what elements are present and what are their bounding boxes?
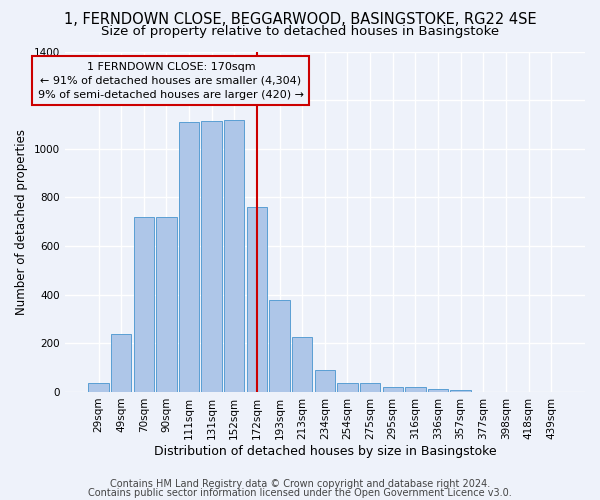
Bar — [111, 334, 131, 392]
Bar — [292, 337, 313, 392]
Bar — [269, 300, 290, 392]
X-axis label: Distribution of detached houses by size in Basingstoke: Distribution of detached houses by size … — [154, 444, 496, 458]
Bar — [314, 370, 335, 392]
Bar — [360, 384, 380, 392]
Y-axis label: Number of detached properties: Number of detached properties — [15, 128, 28, 314]
Bar — [156, 217, 176, 392]
Bar — [247, 207, 267, 392]
Text: Contains public sector information licensed under the Open Government Licence v3: Contains public sector information licen… — [88, 488, 512, 498]
Bar — [405, 387, 425, 392]
Bar — [88, 384, 109, 392]
Bar — [224, 120, 244, 392]
Bar — [383, 386, 403, 392]
Text: Size of property relative to detached houses in Basingstoke: Size of property relative to detached ho… — [101, 25, 499, 38]
Bar — [134, 217, 154, 392]
Bar — [179, 122, 199, 392]
Bar — [337, 382, 358, 392]
Text: 1, FERNDOWN CLOSE, BEGGARWOOD, BASINGSTOKE, RG22 4SE: 1, FERNDOWN CLOSE, BEGGARWOOD, BASINGSTO… — [64, 12, 536, 28]
Bar — [451, 390, 471, 392]
Text: Contains HM Land Registry data © Crown copyright and database right 2024.: Contains HM Land Registry data © Crown c… — [110, 479, 490, 489]
Bar — [202, 121, 222, 392]
Text: 1 FERNDOWN CLOSE: 170sqm
← 91% of detached houses are smaller (4,304)
9% of semi: 1 FERNDOWN CLOSE: 170sqm ← 91% of detach… — [38, 62, 304, 100]
Bar — [428, 389, 448, 392]
